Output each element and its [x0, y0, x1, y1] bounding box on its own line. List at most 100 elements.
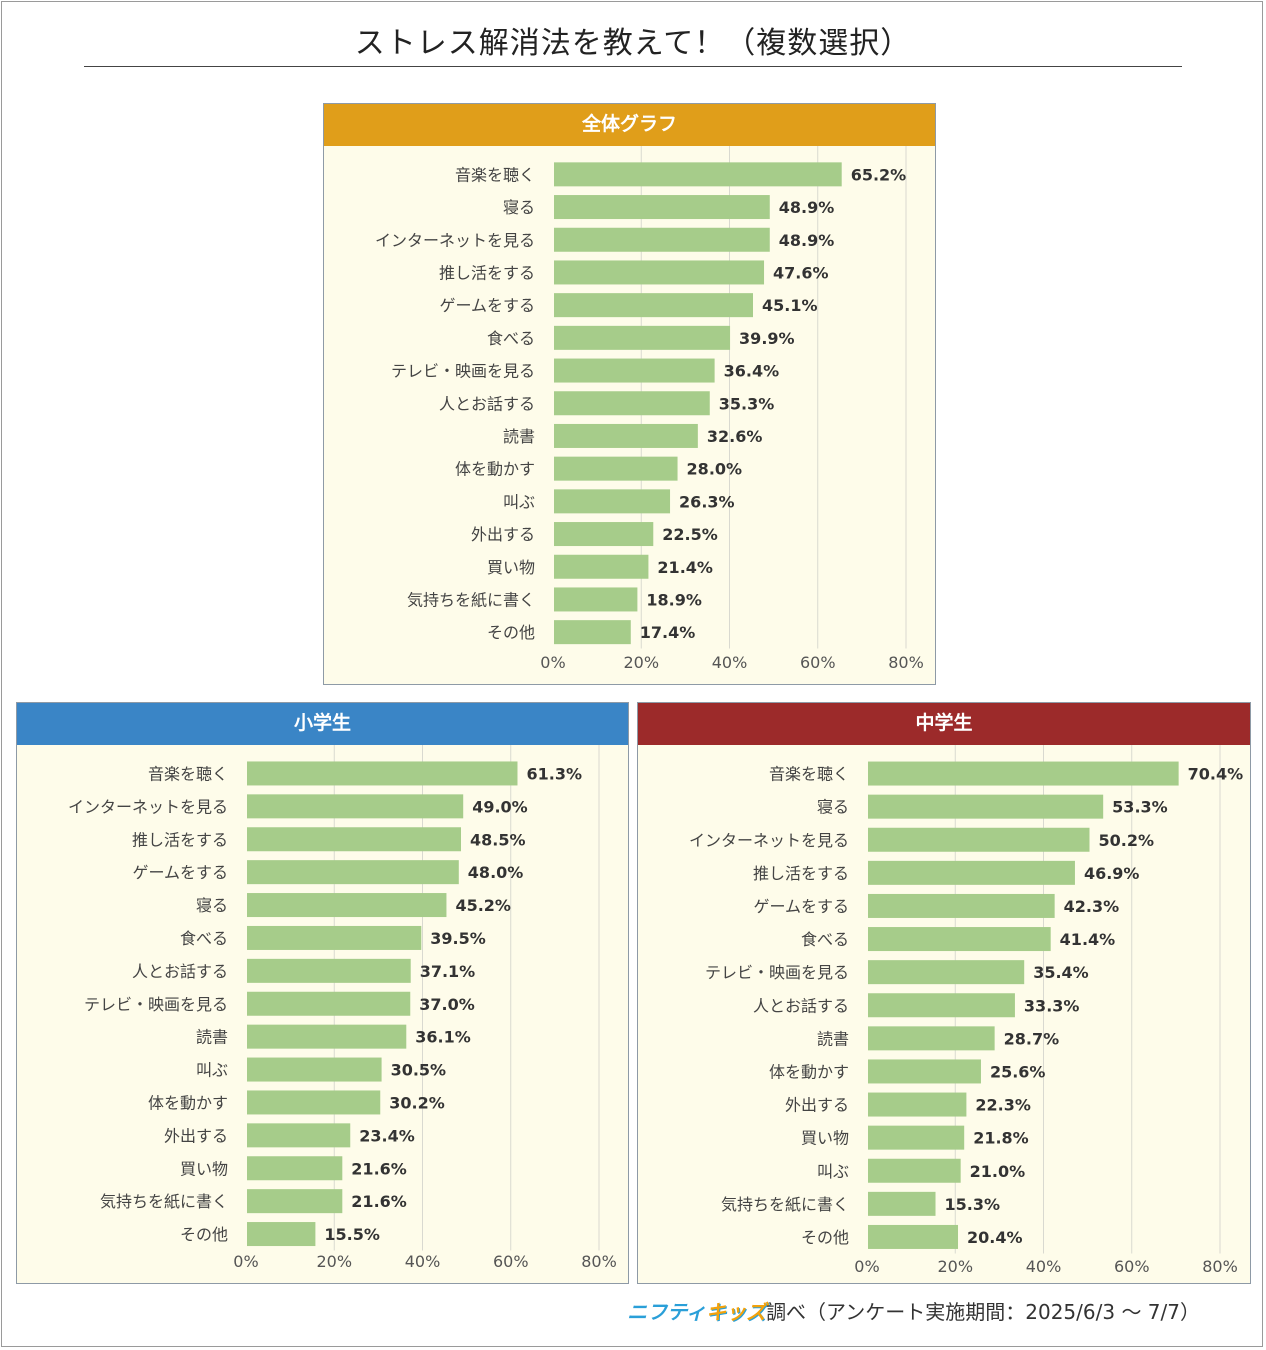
junior-high-value-label: 28.7%	[1004, 1029, 1060, 1048]
elementary-bar	[247, 1189, 343, 1214]
junior-high-category-label: 読書	[817, 1029, 849, 1048]
junior-high-bar	[868, 761, 1179, 786]
elementary-value-label: 36.1%	[415, 1028, 471, 1047]
overall-value-label: 28.0%	[687, 460, 743, 479]
elementary-bar	[247, 925, 422, 950]
overall-value-label: 47.6%	[773, 263, 829, 282]
elementary-value-label: 48.0%	[468, 863, 524, 882]
overall-bar	[554, 227, 770, 252]
junior-high-bar	[868, 794, 1104, 819]
elementary-value-label: 48.5%	[470, 830, 526, 849]
junior-high-bar	[868, 860, 1075, 885]
overall-x-tick-label: 80%	[888, 653, 924, 672]
junior-high-value-label: 42.3%	[1064, 897, 1120, 916]
junior-high-category-label: 気持ちを紙に書く	[721, 1195, 849, 1214]
elementary-bar	[247, 893, 447, 918]
junior-high-bar	[868, 1125, 965, 1150]
elementary-category-label: 読書	[196, 1028, 228, 1047]
junior-high-value-label: 53.3%	[1112, 798, 1168, 817]
overall-bar	[554, 391, 710, 416]
survey-period-text: 調べ（アンケート実施期間：2025/6/3 ～ 7/7）	[766, 1300, 1200, 1324]
junior-high-bar	[868, 1059, 981, 1084]
junior-high-value-label: 21.0%	[970, 1162, 1026, 1181]
brand-name-part2: キッズ	[706, 1300, 767, 1324]
overall-bar	[554, 587, 638, 612]
elementary-value-label: 30.5%	[391, 1061, 447, 1080]
elementary-value-label: 15.5%	[324, 1225, 380, 1244]
elementary-value-label: 49.0%	[472, 797, 528, 816]
junior-high-value-label: 35.4%	[1033, 963, 1089, 982]
junior-high-bar	[868, 1092, 967, 1117]
overall-bar	[554, 293, 754, 318]
elementary-category-label: 推し活をする	[132, 830, 228, 849]
junior-high-value-label: 33.3%	[1024, 996, 1080, 1015]
junior-high-bar	[868, 1026, 995, 1051]
junior-high-x-tick-label: 60%	[1114, 1257, 1150, 1276]
junior-high-category-label: 食べる	[801, 930, 849, 949]
overall-value-label: 17.4%	[640, 623, 696, 642]
overall-category-label: 買い物	[487, 558, 535, 577]
elementary-x-tick-label: 80%	[581, 1252, 617, 1271]
overall-value-label: 45.1%	[762, 296, 818, 315]
elementary-category-label: インターネットを見る	[68, 797, 228, 816]
elementary-category-label: 寝る	[196, 896, 228, 915]
junior-high-category-label: 外出する	[785, 1096, 849, 1115]
elementary-value-label: 61.3%	[526, 764, 582, 783]
junior-high-x-tick-label: 20%	[937, 1257, 973, 1276]
junior-high-category-label: 体を動かす	[769, 1062, 849, 1081]
elementary-chart-title: 小学生	[17, 703, 628, 745]
elementary-chart-panel: 小学生 0% 20% 40% 60% 80% 音楽を聴く 61.3% インターネットを見る 49…	[16, 702, 629, 1284]
elementary-value-label: 39.5%	[430, 929, 486, 948]
overall-bar	[554, 554, 649, 579]
overall-x-tick-label: 0%	[540, 653, 565, 672]
overall-value-label: 22.5%	[662, 525, 718, 544]
elementary-value-label: 30.2%	[389, 1093, 445, 1112]
elementary-value-label: 37.0%	[419, 995, 475, 1014]
junior-high-bar	[868, 1191, 936, 1216]
overall-category-label: 読書	[503, 427, 535, 446]
elementary-bar	[247, 1024, 407, 1049]
overall-category-label: 気持ちを紙に書く	[407, 590, 535, 609]
overall-category-label: 音楽を聴く	[455, 165, 535, 184]
overall-value-label: 65.2%	[851, 165, 907, 184]
overall-category-label: ゲームをする	[439, 296, 535, 315]
elementary-category-label: 音楽を聴く	[148, 764, 228, 783]
junior-high-value-label: 15.3%	[945, 1195, 1001, 1214]
overall-bar	[554, 423, 698, 448]
page-title: ストレス解消法を教えて！（複数選択）	[354, 26, 912, 61]
elementary-bar	[247, 1222, 316, 1247]
overall-category-label: テレビ・映画を見る	[391, 362, 535, 381]
junior-high-bar	[868, 927, 1051, 952]
overall-category-label: 推し活をする	[439, 263, 535, 282]
elementary-category-label: 買い物	[180, 1159, 228, 1178]
junior-high-category-label: 叫ぶ	[817, 1162, 849, 1181]
junior-high-bar	[868, 1158, 961, 1183]
overall-bar	[554, 358, 715, 383]
junior-high-value-label: 46.9%	[1084, 864, 1140, 883]
junior-high-value-label: 70.4%	[1188, 765, 1244, 784]
overall-x-tick-label: 60%	[800, 653, 836, 672]
overall-value-label: 48.9%	[779, 198, 835, 217]
overall-value-label: 26.3%	[679, 492, 735, 511]
elementary-bar	[247, 1090, 381, 1115]
overall-bar	[554, 456, 678, 481]
elementary-value-label: 45.2%	[455, 896, 511, 915]
elementary-bar	[247, 958, 411, 983]
elementary-category-label: 人とお話する	[132, 962, 228, 981]
junior-high-bar	[868, 893, 1055, 918]
title-divider	[84, 66, 1182, 67]
overall-value-label: 32.6%	[707, 427, 763, 446]
overall-category-label: 人とお話する	[439, 394, 535, 413]
overall-bar	[554, 162, 842, 187]
elementary-chart: 0% 20% 40% 60% 80% 音楽を聴く 61.3% インターネットを見る 49.0% 推…	[68, 745, 617, 1271]
elementary-value-label: 23.4%	[359, 1126, 415, 1145]
elementary-value-label: 37.1%	[420, 962, 476, 981]
brand-name-part1: ニフティ	[627, 1300, 707, 1324]
overall-category-label: 寝る	[503, 198, 535, 217]
overall-category-label: 外出する	[471, 525, 535, 544]
elementary-category-label: 叫ぶ	[196, 1061, 228, 1080]
junior-high-category-label: 推し活をする	[753, 864, 849, 883]
overall-bar	[554, 195, 770, 220]
junior-high-category-label: 買い物	[801, 1129, 849, 1148]
junior-high-chart-panel: 中学生 0% 20% 40% 60% 80% 音楽を聴く 70.4% 寝る 53.3% インターネ…	[637, 702, 1251, 1284]
